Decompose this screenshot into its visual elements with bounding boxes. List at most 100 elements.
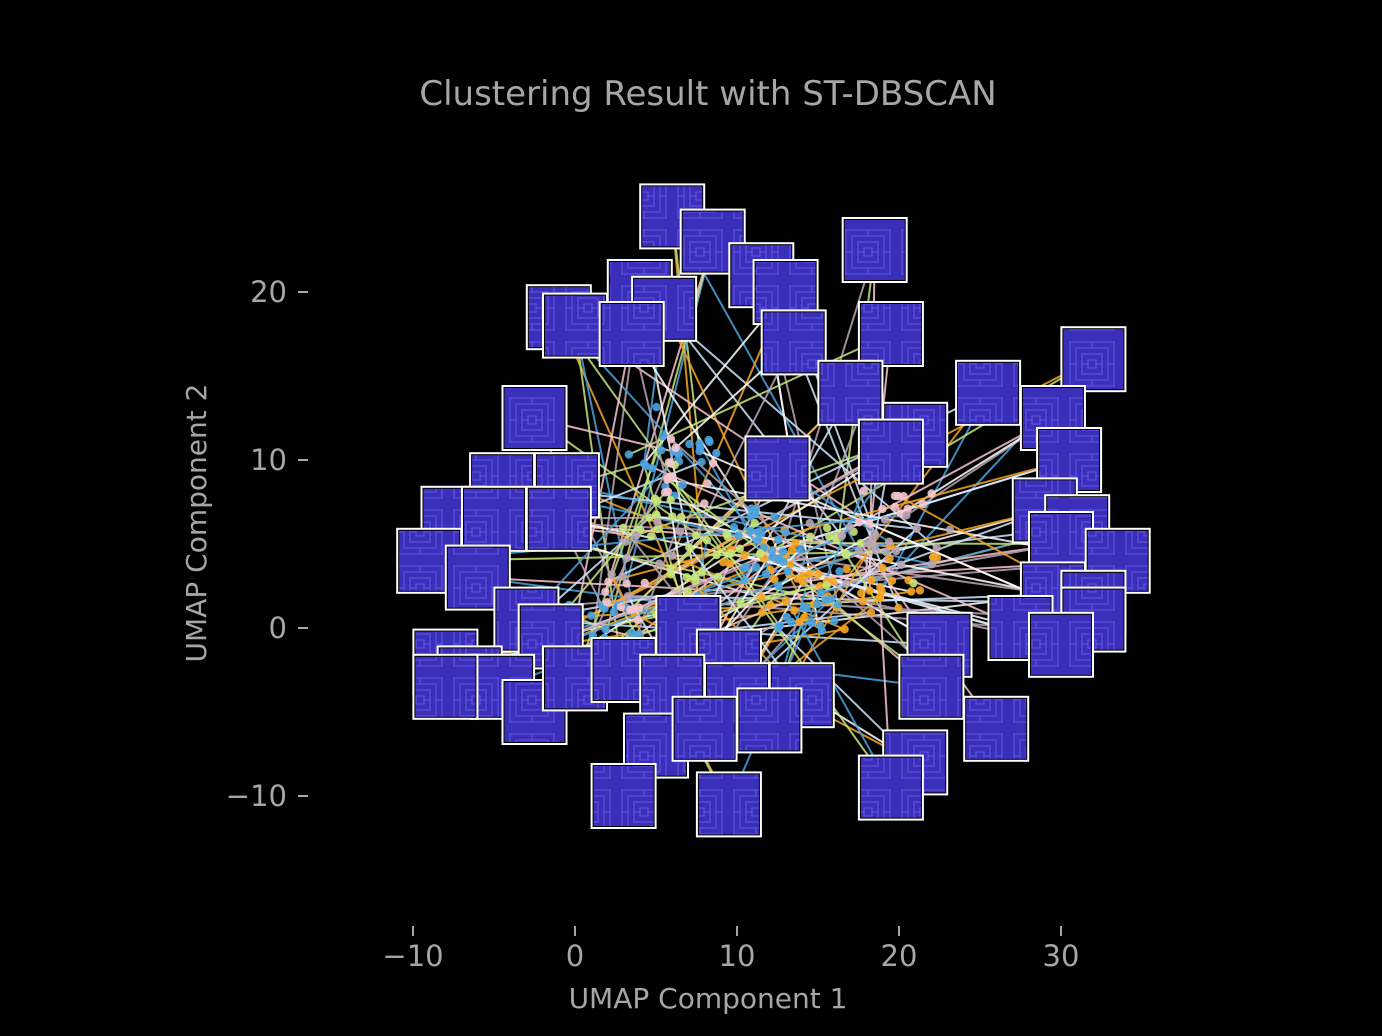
data-point bbox=[887, 576, 897, 586]
data-point bbox=[703, 479, 712, 488]
data-point bbox=[890, 491, 900, 501]
data-point bbox=[781, 596, 791, 605]
data-point bbox=[813, 599, 822, 609]
data-point bbox=[800, 613, 809, 622]
data-point bbox=[658, 432, 668, 441]
x-tick-label: 20 bbox=[881, 939, 918, 973]
data-point bbox=[736, 597, 745, 607]
data-point bbox=[691, 531, 701, 540]
thumbnail-image bbox=[598, 301, 665, 367]
data-point bbox=[683, 587, 693, 596]
data-point bbox=[778, 547, 788, 556]
data-point bbox=[858, 597, 868, 606]
data-point bbox=[899, 491, 908, 501]
x-tick-label: 0 bbox=[566, 939, 584, 973]
data-point bbox=[865, 519, 874, 528]
data-point bbox=[918, 499, 928, 509]
thumbnail-image bbox=[461, 485, 527, 552]
data-point bbox=[857, 589, 866, 598]
data-point bbox=[774, 581, 783, 591]
data-point bbox=[875, 593, 885, 602]
data-point bbox=[894, 603, 903, 613]
data-point bbox=[790, 606, 799, 615]
data-point bbox=[602, 598, 612, 607]
data-point bbox=[742, 562, 751, 572]
data-point bbox=[719, 558, 728, 567]
data-point bbox=[653, 517, 662, 527]
data-point bbox=[653, 496, 662, 506]
data-point bbox=[927, 489, 936, 498]
data-point bbox=[668, 512, 677, 521]
data-point bbox=[891, 546, 901, 556]
data-point bbox=[903, 504, 912, 513]
thumbnail-image bbox=[1028, 611, 1094, 678]
data-point bbox=[697, 568, 706, 577]
data-point bbox=[815, 581, 825, 591]
x-tick-label: 10 bbox=[719, 939, 756, 973]
data-point bbox=[878, 563, 887, 573]
data-point bbox=[767, 546, 777, 555]
data-point bbox=[841, 549, 851, 559]
data-point bbox=[754, 535, 763, 545]
data-point bbox=[645, 513, 654, 522]
data-point bbox=[634, 629, 643, 639]
data-point bbox=[631, 531, 641, 540]
data-point bbox=[915, 586, 925, 595]
data-point bbox=[740, 575, 749, 585]
thumbnail-image bbox=[412, 653, 479, 720]
data-point bbox=[785, 560, 795, 569]
chart-title: Clustering Result with ST-DBSCAN bbox=[419, 74, 996, 114]
data-point bbox=[695, 446, 704, 456]
plot-area bbox=[396, 183, 1151, 838]
data-point bbox=[758, 608, 767, 617]
data-point bbox=[651, 510, 661, 519]
data-point bbox=[833, 600, 843, 609]
data-point bbox=[700, 499, 709, 508]
data-point bbox=[866, 608, 876, 617]
data-point bbox=[666, 435, 676, 444]
data-point bbox=[735, 544, 744, 553]
data-point bbox=[880, 515, 890, 524]
thumbnail-image bbox=[590, 763, 657, 829]
data-point bbox=[666, 495, 675, 505]
data-point bbox=[746, 527, 755, 536]
data-point bbox=[629, 604, 638, 614]
data-point bbox=[756, 549, 765, 558]
thumbnail-image bbox=[898, 653, 965, 720]
data-point bbox=[806, 532, 815, 541]
connector-line bbox=[783, 555, 1054, 596]
data-point bbox=[752, 563, 761, 572]
x-tick-label: 30 bbox=[1043, 939, 1080, 973]
data-point bbox=[697, 457, 706, 467]
data-point bbox=[791, 538, 800, 548]
y-tick-label: 20 bbox=[250, 275, 287, 309]
data-point bbox=[664, 458, 674, 467]
data-point bbox=[830, 616, 839, 626]
data-point bbox=[624, 450, 634, 459]
data-point bbox=[712, 550, 721, 560]
data-point bbox=[676, 512, 686, 522]
data-point bbox=[902, 511, 911, 520]
data-point bbox=[827, 594, 836, 603]
x-tick-label: −10 bbox=[382, 939, 443, 973]
thumbnail-image bbox=[679, 208, 746, 275]
data-point bbox=[751, 510, 760, 519]
data-point bbox=[783, 566, 792, 576]
thumbnail-image bbox=[857, 301, 924, 367]
data-point bbox=[655, 559, 664, 568]
data-point bbox=[842, 579, 851, 588]
data-point bbox=[871, 546, 881, 555]
data-point bbox=[787, 617, 796, 627]
thumbnail-image bbox=[955, 359, 1022, 426]
data-point bbox=[807, 618, 816, 628]
data-point bbox=[830, 532, 839, 542]
thumbnail-image bbox=[695, 771, 762, 838]
data-point bbox=[945, 525, 955, 534]
data-point bbox=[750, 518, 759, 528]
data-point bbox=[878, 504, 887, 514]
data-point bbox=[725, 559, 734, 569]
data-point bbox=[601, 587, 610, 596]
data-point bbox=[798, 571, 808, 581]
data-point bbox=[845, 522, 854, 532]
data-point bbox=[708, 458, 718, 468]
